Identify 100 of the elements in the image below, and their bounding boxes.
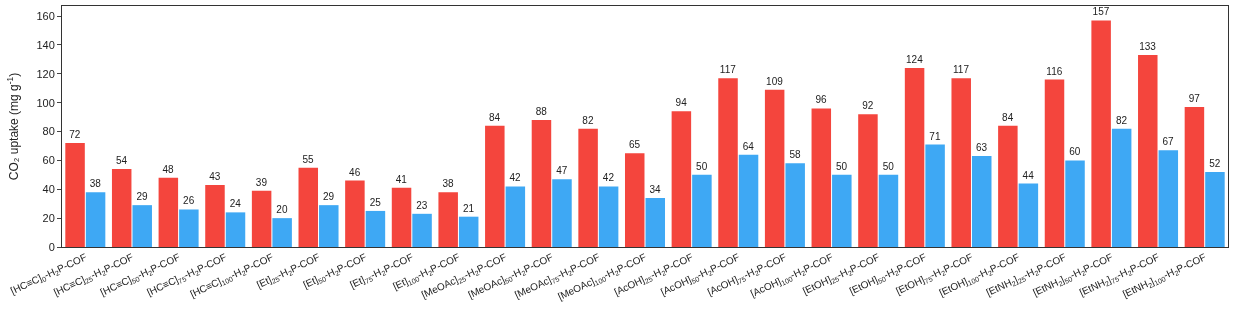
data-label: 84 bbox=[1002, 111, 1014, 123]
bar bbox=[598, 186, 619, 247]
bar bbox=[1065, 160, 1085, 247]
bar bbox=[578, 128, 598, 247]
bar bbox=[412, 213, 432, 247]
y-tick-label: 100 bbox=[36, 96, 55, 109]
y-tick-label: 40 bbox=[42, 183, 55, 196]
bar bbox=[458, 216, 479, 247]
data-label: 29 bbox=[323, 191, 335, 203]
bar bbox=[832, 174, 852, 247]
bar bbox=[764, 89, 785, 247]
data-label: 97 bbox=[1188, 93, 1201, 105]
bar bbox=[132, 205, 152, 247]
bar bbox=[365, 210, 386, 247]
bar bbox=[391, 187, 412, 247]
data-label: 117 bbox=[719, 64, 737, 76]
bar bbox=[738, 154, 759, 247]
bar bbox=[624, 153, 645, 247]
data-label: 20 bbox=[276, 204, 288, 216]
data-label: 67 bbox=[1162, 136, 1175, 148]
bar bbox=[65, 143, 85, 247]
bar bbox=[998, 125, 1018, 247]
bar bbox=[205, 184, 225, 247]
data-label: 124 bbox=[906, 54, 924, 66]
data-label: 50 bbox=[836, 160, 848, 172]
bar bbox=[552, 179, 572, 247]
bar bbox=[878, 174, 899, 247]
bar bbox=[158, 177, 179, 247]
bar bbox=[904, 68, 925, 247]
data-label: 38 bbox=[89, 178, 102, 190]
data-label: 26 bbox=[183, 195, 195, 207]
data-label: 92 bbox=[862, 100, 874, 112]
bar bbox=[971, 156, 992, 247]
bar bbox=[1018, 183, 1039, 247]
bar bbox=[1111, 128, 1132, 247]
data-label: 71 bbox=[929, 130, 941, 142]
data-label: 55 bbox=[302, 153, 315, 165]
data-label: 133 bbox=[1139, 41, 1157, 53]
bar bbox=[179, 209, 199, 247]
data-label: 60 bbox=[1069, 146, 1081, 158]
data-label: 42 bbox=[509, 172, 522, 184]
data-label: 72 bbox=[69, 129, 81, 141]
bar bbox=[1158, 150, 1179, 247]
bar bbox=[1091, 20, 1111, 247]
data-label: 94 bbox=[675, 97, 688, 109]
data-label: 48 bbox=[162, 163, 175, 175]
data-label: 96 bbox=[815, 94, 828, 106]
bar bbox=[345, 180, 365, 247]
bar bbox=[671, 111, 692, 247]
bar bbox=[251, 190, 272, 247]
bar bbox=[319, 205, 339, 247]
data-label: 64 bbox=[742, 140, 755, 152]
y-tick-label: 60 bbox=[42, 154, 55, 167]
data-label: 116 bbox=[1046, 65, 1063, 77]
data-label: 44 bbox=[1022, 169, 1035, 181]
data-label: 42 bbox=[602, 172, 615, 184]
data-label: 46 bbox=[349, 166, 361, 178]
bar bbox=[858, 114, 878, 247]
bar bbox=[925, 144, 945, 247]
data-label: 39 bbox=[255, 176, 268, 188]
data-label: 117 bbox=[953, 64, 970, 76]
data-label: 157 bbox=[1092, 6, 1110, 18]
data-label: 54 bbox=[115, 155, 128, 167]
y-tick-label: 0 bbox=[48, 240, 55, 253]
data-label: 63 bbox=[975, 142, 988, 154]
data-label: 50 bbox=[882, 160, 895, 172]
bar bbox=[645, 197, 666, 247]
bar bbox=[718, 78, 738, 247]
data-label: 23 bbox=[416, 199, 428, 211]
bar bbox=[298, 167, 319, 247]
data-label: 43 bbox=[209, 170, 221, 182]
data-label: 29 bbox=[136, 191, 148, 203]
bar bbox=[85, 192, 106, 247]
data-label: 52 bbox=[1209, 157, 1221, 169]
bar bbox=[1184, 107, 1205, 247]
bar bbox=[438, 192, 458, 247]
data-label: 82 bbox=[582, 114, 594, 126]
data-label: 34 bbox=[649, 183, 662, 195]
bar bbox=[692, 174, 712, 247]
bar bbox=[225, 212, 246, 247]
data-label: 88 bbox=[535, 106, 548, 118]
y-tick-label: 160 bbox=[36, 9, 55, 22]
bar bbox=[531, 120, 552, 247]
y-tick-label: 140 bbox=[36, 38, 55, 51]
y-tick-label: 80 bbox=[42, 125, 55, 138]
data-label: 47 bbox=[556, 165, 568, 177]
data-label: 41 bbox=[395, 173, 408, 185]
bar bbox=[951, 78, 971, 247]
bar bbox=[785, 163, 805, 247]
y-tick-label: 20 bbox=[42, 211, 55, 224]
bar bbox=[1044, 79, 1065, 247]
bar bbox=[485, 125, 505, 247]
data-label: 84 bbox=[489, 111, 501, 123]
bar bbox=[1138, 55, 1158, 247]
data-label: 50 bbox=[696, 160, 708, 172]
data-label: 65 bbox=[628, 139, 641, 151]
data-label: 58 bbox=[789, 149, 801, 161]
data-label: 109 bbox=[766, 75, 784, 87]
bar bbox=[1205, 171, 1225, 247]
y-tick-label: 120 bbox=[36, 67, 55, 80]
